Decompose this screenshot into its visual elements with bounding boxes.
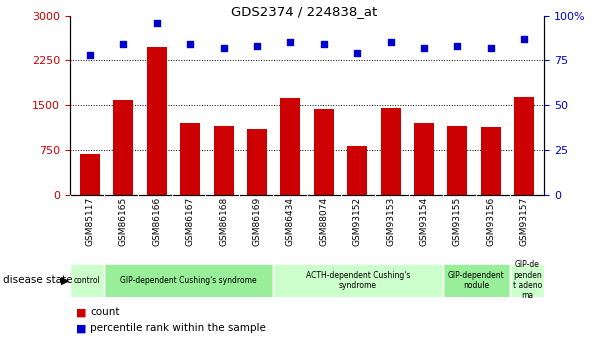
- Text: percentile rank within the sample: percentile rank within the sample: [90, 324, 266, 333]
- Bar: [514, 97, 534, 195]
- Bar: [347, 146, 367, 195]
- Text: GSM93155: GSM93155: [453, 197, 462, 246]
- Text: GSM86168: GSM86168: [219, 197, 228, 246]
- Bar: [510, 265, 544, 296]
- Point: [85, 52, 95, 58]
- Bar: [314, 109, 334, 195]
- Point: [486, 45, 496, 51]
- Text: GSM86169: GSM86169: [252, 197, 261, 246]
- Text: control: control: [74, 276, 100, 285]
- Text: GSM93152: GSM93152: [353, 197, 362, 246]
- Bar: [70, 265, 104, 296]
- Text: GSM86166: GSM86166: [152, 197, 161, 246]
- Point: [319, 41, 328, 47]
- Text: GSM86165: GSM86165: [119, 197, 128, 246]
- Text: ■: ■: [76, 324, 86, 333]
- Point: [385, 40, 395, 45]
- Point: [252, 43, 262, 49]
- Bar: [381, 108, 401, 195]
- Bar: [113, 100, 133, 195]
- Point: [152, 20, 162, 26]
- Text: ■: ■: [76, 307, 86, 317]
- Text: GSM88074: GSM88074: [319, 197, 328, 246]
- Text: GSM85117: GSM85117: [86, 197, 94, 246]
- Text: GSM93157: GSM93157: [520, 197, 528, 246]
- Text: ACTH-dependent Cushing's
syndrome: ACTH-dependent Cushing's syndrome: [306, 270, 410, 290]
- Text: count: count: [90, 307, 120, 317]
- Bar: [147, 47, 167, 195]
- Bar: [104, 265, 273, 296]
- Bar: [443, 265, 510, 296]
- Bar: [481, 127, 501, 195]
- Bar: [180, 123, 200, 195]
- Bar: [213, 126, 233, 195]
- Text: ▶: ▶: [61, 275, 69, 285]
- Point: [419, 45, 429, 51]
- Text: GSM93156: GSM93156: [486, 197, 496, 246]
- Text: GIP-dependent Cushing's syndrome: GIP-dependent Cushing's syndrome: [120, 276, 257, 285]
- Bar: [447, 126, 468, 195]
- Point: [352, 50, 362, 56]
- Text: GDS2374 / 224838_at: GDS2374 / 224838_at: [231, 5, 377, 18]
- Bar: [247, 129, 267, 195]
- Bar: [80, 154, 100, 195]
- Bar: [414, 123, 434, 195]
- Text: GIP-dependent
nodule: GIP-dependent nodule: [448, 270, 505, 290]
- Text: GIP-de
penden
t adeno
ma: GIP-de penden t adeno ma: [513, 260, 542, 300]
- Bar: [280, 98, 300, 195]
- Point: [452, 43, 462, 49]
- Text: GSM86167: GSM86167: [185, 197, 195, 246]
- Text: GSM93153: GSM93153: [386, 197, 395, 246]
- Point: [185, 41, 195, 47]
- Bar: [273, 265, 443, 296]
- Text: GSM93154: GSM93154: [420, 197, 429, 246]
- Text: GSM86434: GSM86434: [286, 197, 295, 246]
- Point: [119, 41, 128, 47]
- Point: [286, 40, 295, 45]
- Point: [519, 36, 529, 42]
- Point: [219, 45, 229, 51]
- Text: disease state: disease state: [3, 275, 72, 285]
